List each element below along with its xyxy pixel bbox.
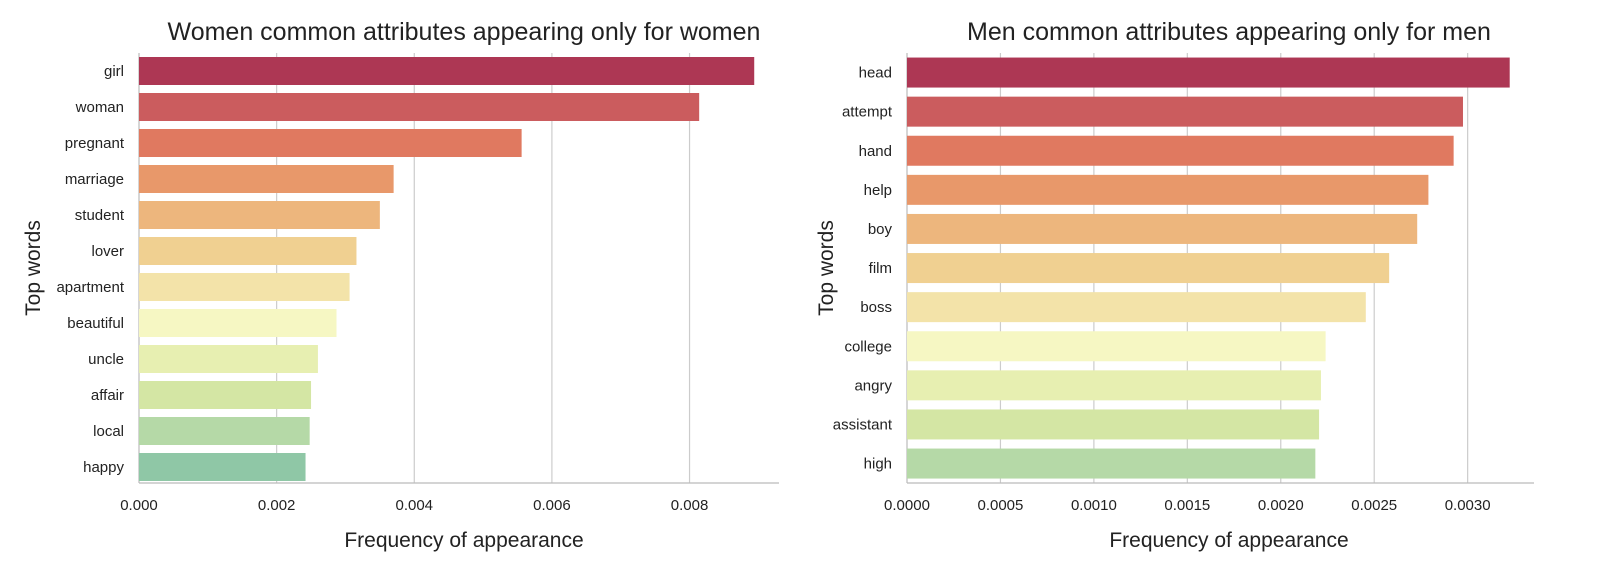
women-category-label: woman — [75, 99, 124, 116]
men-category-label: angry — [854, 377, 892, 394]
women-chart-bars — [139, 57, 755, 481]
women-category-label: uncle — [88, 351, 124, 368]
women-x-tick-label: 0.004 — [395, 497, 433, 514]
women-category-label: pregnant — [65, 135, 125, 152]
men-bar-college — [907, 331, 1326, 362]
men-category-label: hand — [859, 143, 892, 160]
men-chart-bars — [907, 57, 1510, 479]
men-x-tick-label: 0.0000 — [884, 497, 930, 514]
men-bar-assistant — [907, 409, 1320, 440]
men-bar-film — [907, 253, 1390, 284]
women-category-label: happy — [83, 459, 124, 476]
men-chart-x-ticks: 0.0000 0.0005 0.0010 0.0015 0.0020 0.0025 0.00… — [884, 497, 1491, 514]
men-category-label: boy — [868, 221, 893, 238]
men-category-label: film — [869, 260, 892, 277]
men-category-label: boss — [860, 299, 892, 316]
women-bar-happy — [139, 453, 306, 481]
men-bar-attempt — [907, 96, 1463, 127]
men-chart-x-axis-label: Frequency of appearance — [1109, 529, 1348, 552]
men-chart-title: Men common attributes appearing only for… — [967, 18, 1491, 46]
men-chart-categories: head attempt hand help boy film boss college ang… — [833, 65, 893, 473]
men-category-label: attempt — [842, 104, 893, 121]
men-chart-panel: Men common attributes appearing only for… — [815, 18, 1534, 552]
women-category-label: affair — [91, 387, 124, 404]
women-bar-lover — [139, 237, 357, 265]
men-bar-angry — [907, 370, 1321, 401]
men-category-label: college — [844, 338, 892, 355]
women-chart-title: Women common attributes appearing only f… — [168, 18, 761, 46]
women-category-label: marriage — [65, 171, 124, 188]
women-bar-girl — [139, 57, 755, 85]
men-bar-high — [907, 448, 1316, 479]
men-chart-y-axis-label: Top words — [815, 220, 838, 316]
women-x-tick-label: 0.006 — [533, 497, 571, 514]
women-bar-apartment — [139, 273, 350, 301]
men-bar-boy — [907, 213, 1418, 244]
men-bar-hand — [907, 135, 1454, 166]
women-x-tick-label: 0.002 — [258, 497, 296, 514]
women-category-label: local — [93, 423, 124, 440]
men-bar-head — [907, 57, 1510, 88]
men-x-tick-label: 0.0025 — [1351, 497, 1397, 514]
women-bar-beautiful — [139, 309, 337, 337]
women-category-label: student — [75, 207, 125, 224]
men-category-label: assistant — [833, 416, 893, 433]
women-chart-x-ticks: 0.000 0.002 0.004 0.006 0.008 — [120, 497, 708, 514]
women-category-label: beautiful — [67, 315, 124, 332]
women-bar-marriage — [139, 165, 394, 193]
women-x-tick-label: 0.000 — [120, 497, 158, 514]
men-category-label: high — [864, 456, 892, 473]
women-category-label: apartment — [56, 279, 124, 296]
men-bar-help — [907, 174, 1429, 205]
women-bar-student — [139, 201, 380, 229]
women-chart-y-axis-label: Top words — [22, 220, 45, 316]
women-bar-local — [139, 417, 310, 445]
women-x-tick-label: 0.008 — [671, 497, 709, 514]
women-category-label: girl — [104, 63, 124, 80]
men-x-tick-label: 0.0005 — [977, 497, 1023, 514]
women-chart-x-axis-label: Frequency of appearance — [344, 529, 583, 552]
men-x-tick-label: 0.0020 — [1258, 497, 1304, 514]
men-x-tick-label: 0.0015 — [1164, 497, 1210, 514]
men-category-label: head — [859, 65, 892, 82]
women-bar-affair — [139, 381, 312, 409]
women-bar-uncle — [139, 345, 318, 373]
women-chart-grid — [138, 53, 779, 484]
women-bar-woman — [139, 93, 700, 121]
men-bar-boss — [907, 292, 1366, 323]
women-category-label: lover — [91, 243, 124, 260]
men-x-tick-label: 0.0010 — [1071, 497, 1117, 514]
men-x-tick-label: 0.0030 — [1445, 497, 1491, 514]
women-chart-categories: girl woman pregnant marriage student lover apa… — [56, 63, 124, 476]
men-category-label: help — [864, 182, 892, 199]
women-chart-panel: Women common attributes appearing only f… — [22, 18, 779, 552]
women-bar-pregnant — [139, 129, 522, 157]
